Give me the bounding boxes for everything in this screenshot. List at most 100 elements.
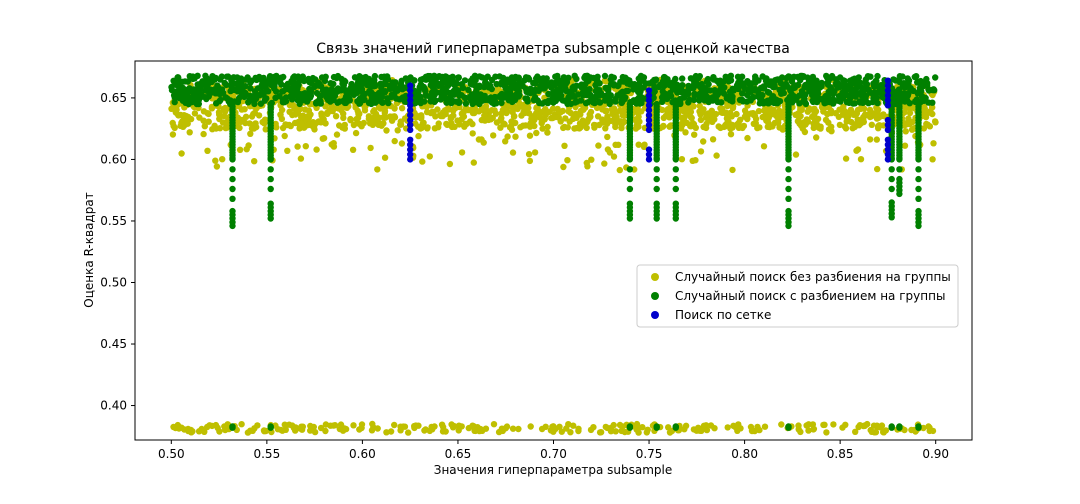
data-point-random-with-groups <box>334 88 341 95</box>
data-point-random-with-groups <box>412 94 419 102</box>
data-point-grid-search <box>884 141 892 148</box>
data-point-random-with-groups <box>741 85 749 93</box>
data-point-random-with-groups <box>791 84 798 91</box>
data-point-random-with-groups <box>914 79 921 86</box>
data-point-random-with-groups <box>637 88 644 95</box>
data-point-random-with-groups <box>626 185 634 193</box>
data-point-random-with-groups <box>810 85 818 92</box>
data-point-random-no-groups <box>463 120 470 128</box>
data-point-random-no-groups <box>531 149 539 156</box>
data-point-random-with-groups <box>486 82 494 89</box>
data-point-random-no-groups <box>302 143 309 150</box>
data-point-random-with-groups <box>476 83 483 91</box>
data-point-random-with-groups <box>747 97 754 104</box>
data-point-random-no-groups <box>509 109 516 116</box>
data-point-random-no-groups <box>336 122 343 129</box>
data-point-random-no-groups <box>750 120 757 128</box>
data-point-random-no-groups <box>604 424 611 432</box>
data-point-random-no-groups <box>590 424 597 431</box>
data-point-random-with-groups <box>899 83 906 90</box>
data-point-random-no-groups <box>447 114 455 121</box>
data-point-random-no-groups <box>347 115 354 123</box>
data-point-random-no-groups <box>866 136 874 143</box>
data-point-random-no-groups <box>730 422 737 429</box>
data-point-random-with-groups <box>421 98 428 105</box>
data-point-random-with-groups <box>197 90 205 97</box>
data-point-random-with-groups <box>461 94 468 101</box>
data-point-random-no-groups <box>755 107 763 115</box>
data-point-random-no-groups <box>512 133 519 140</box>
data-point-random-with-groups <box>348 87 355 94</box>
data-point-random-with-groups <box>626 215 634 222</box>
data-point-random-no-groups <box>361 107 369 114</box>
data-point-random-with-groups <box>652 76 660 83</box>
data-point-random-with-groups <box>685 84 692 92</box>
data-point-random-with-groups <box>291 84 298 91</box>
data-point-grid-search <box>884 156 892 163</box>
data-point-random-no-groups <box>255 112 263 119</box>
data-point-random-no-groups <box>183 117 191 125</box>
data-point-random-with-groups <box>871 89 878 96</box>
data-point-random-no-groups <box>779 109 786 116</box>
data-point-random-no-groups <box>932 119 939 126</box>
data-point-random-with-groups <box>686 96 693 104</box>
data-point-random-with-groups <box>735 85 742 93</box>
data-point-random-no-groups <box>539 125 546 132</box>
data-point-random-no-groups <box>327 422 334 429</box>
data-point-random-with-groups <box>548 79 555 86</box>
data-point-random-no-groups <box>173 106 180 114</box>
data-point-random-with-groups <box>653 166 660 173</box>
data-point-random-with-groups <box>423 92 430 99</box>
data-point-random-with-groups <box>557 87 565 95</box>
data-point-random-no-groups <box>475 136 483 143</box>
data-point-random-no-groups <box>570 422 577 429</box>
data-point-random-no-groups <box>621 118 628 126</box>
data-point-random-no-groups <box>579 120 586 128</box>
data-point-random-with-groups <box>539 100 546 107</box>
data-point-random-with-groups <box>812 96 819 104</box>
data-point-random-no-groups <box>458 423 465 430</box>
data-point-random-with-groups <box>659 78 667 85</box>
data-point-random-with-groups <box>653 423 660 430</box>
data-point-random-with-groups <box>338 85 346 93</box>
data-point-random-no-groups <box>565 421 572 428</box>
data-point-random-no-groups <box>760 143 768 150</box>
data-point-random-no-groups <box>397 121 404 128</box>
data-point-random-with-groups <box>691 90 698 98</box>
data-point-random-no-groups <box>400 423 407 430</box>
data-point-random-no-groups <box>251 158 258 165</box>
x-tick-label: 0.90 <box>922 447 949 461</box>
data-point-random-with-groups <box>202 72 209 80</box>
data-point-random-no-groups <box>178 150 185 157</box>
data-point-random-with-groups <box>285 85 292 92</box>
data-point-random-with-groups <box>278 81 285 88</box>
data-point-random-no-groups <box>842 155 850 162</box>
data-point-random-no-groups <box>470 159 477 166</box>
data-point-random-no-groups <box>641 141 648 148</box>
data-point-grid-search <box>884 102 892 109</box>
data-point-random-no-groups <box>354 120 361 127</box>
data-point-random-with-groups <box>542 76 549 84</box>
data-point-random-no-groups <box>485 116 492 124</box>
data-point-random-with-groups <box>879 93 886 100</box>
data-point-random-no-groups <box>621 428 628 436</box>
data-point-random-no-groups <box>709 118 716 126</box>
data-point-random-no-groups <box>437 112 445 120</box>
data-point-random-no-groups <box>564 157 571 164</box>
data-point-random-no-groups <box>597 429 605 436</box>
data-point-random-with-groups <box>306 85 313 93</box>
data-point-random-no-groups <box>311 126 318 133</box>
y-tick-label: 0.45 <box>100 337 127 351</box>
data-point-random-with-groups <box>297 95 304 102</box>
data-point-random-with-groups <box>359 93 366 100</box>
data-point-random-with-groups <box>653 215 660 222</box>
data-point-random-with-groups <box>624 87 632 95</box>
data-point-random-with-groups <box>915 166 922 173</box>
data-point-random-with-groups <box>532 80 539 87</box>
data-point-random-with-groups <box>638 99 645 107</box>
data-point-random-no-groups <box>567 429 574 436</box>
data-point-random-with-groups <box>824 79 831 86</box>
data-point-random-with-groups <box>472 97 480 104</box>
data-point-random-no-groups <box>632 125 640 132</box>
data-point-random-no-groups <box>734 427 741 434</box>
